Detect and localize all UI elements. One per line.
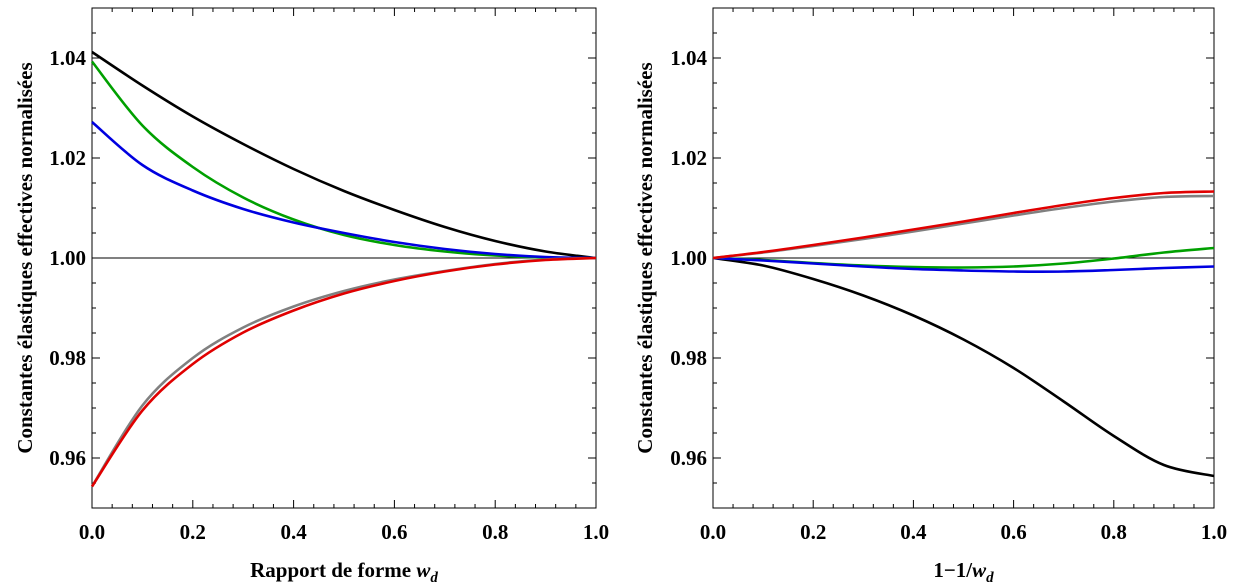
series-line-2 (90, 60, 597, 260)
y-tick-label: 0.98 (49, 346, 86, 370)
y-tick-label: 1.02 (670, 146, 707, 170)
y-tick-label: 1.04 (670, 46, 707, 70)
x-tick-label: 0.2 (800, 520, 826, 544)
x-tick-label: 0.6 (1000, 520, 1026, 544)
series-line-3 (91, 121, 597, 260)
series-line-1 (91, 50, 597, 260)
y-tick-label: 0.96 (49, 446, 86, 470)
x-tick-label: 1.0 (583, 520, 609, 544)
x-tick-label: 0.8 (1101, 520, 1127, 544)
series-line-3 (712, 256, 1215, 273)
x-tick-label: 0.8 (482, 520, 508, 544)
y-tick-label: 1.00 (49, 246, 86, 270)
series-line-1 (712, 256, 1215, 478)
y-axis-title: Constantes élastiques effectives normali… (13, 62, 37, 453)
x-tick-label: 0.2 (180, 520, 206, 544)
y-tick-label: 1.02 (49, 146, 86, 170)
y-axis-title: Constantes élastiques effectives normali… (633, 62, 657, 453)
x-tick-label: 0.6 (381, 520, 407, 544)
y-tick-label: 1.00 (670, 246, 707, 270)
x-tick-label: 0.0 (79, 520, 105, 544)
x-axis-title: 1−1/wd (933, 558, 994, 586)
x-tick-label: 0.4 (900, 520, 927, 544)
series-line-5 (90, 256, 597, 488)
x-tick-label: 0.0 (700, 520, 726, 544)
x-tick-label: 1.0 (1201, 520, 1227, 544)
x-tick-label: 0.4 (280, 520, 307, 544)
left-panel: 0.0 0.2 0.4 0.6 0.8 1.0 0.96 0.98 1.00 1.02 1.04 Ra… (13, 7, 609, 586)
y-tick-label: 0.98 (670, 346, 707, 370)
x-axis-title: Rapport de forme wd (250, 558, 438, 586)
right-panel: 0.0 0.2 0.4 0.6 0.8 1.0 0.96 0.98 1.00 1.02 1.04 1−… (633, 7, 1227, 586)
y-tick-label: 0.96 (670, 446, 707, 470)
series-line-5 (712, 190, 1215, 260)
y-tick-label: 1.04 (49, 46, 86, 70)
